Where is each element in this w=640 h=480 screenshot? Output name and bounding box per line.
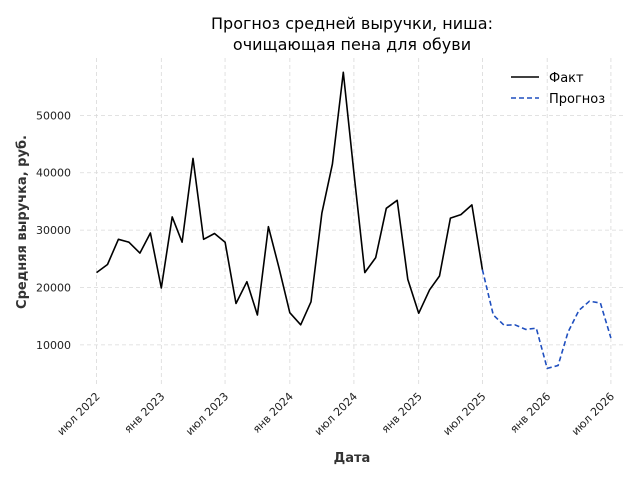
x-tick-label: июл 2026 bbox=[569, 390, 617, 438]
x-tick-label: янв 2024 bbox=[250, 390, 296, 436]
y-axis-label: Средняя выручка, руб. bbox=[15, 135, 30, 309]
series-line-fact bbox=[96, 71, 484, 326]
y-tick-label: 30000 bbox=[36, 224, 71, 237]
y-axis-ticks: 10000 20000 30000 40000 50000 bbox=[36, 109, 71, 351]
x-axis-ticks: июл 2022 янв 2023 июл 2023 янв 2024 июл 2024… bbox=[55, 390, 617, 438]
chart-title-line-2: очищающая пена для обуви bbox=[233, 35, 471, 54]
legend-label-fact: Факт bbox=[549, 71, 584, 86]
x-tick-label: июл 2024 bbox=[312, 390, 360, 438]
x-tick-label: июл 2023 bbox=[183, 390, 231, 438]
y-tick-label: 10000 bbox=[36, 339, 71, 352]
y-tick-label: 20000 bbox=[36, 281, 71, 294]
y-tick-label: 50000 bbox=[36, 109, 71, 122]
chart-title-line-1: Прогноз средней выручки, ниша: bbox=[211, 14, 493, 33]
series-line-forecast bbox=[481, 269, 612, 370]
x-tick-label: янв 2026 bbox=[507, 390, 553, 436]
x-tick-label: янв 2025 bbox=[379, 390, 425, 436]
grid bbox=[80, 58, 625, 385]
y-tick-label: 40000 bbox=[36, 167, 71, 180]
legend-label-forecast: Прогноз bbox=[549, 92, 605, 107]
x-tick-label: июл 2025 bbox=[440, 390, 488, 438]
x-axis-label: Дата bbox=[334, 451, 371, 466]
series-lines bbox=[96, 71, 612, 370]
x-tick-label: июл 2022 bbox=[55, 390, 103, 438]
legend: Факт Прогноз bbox=[511, 71, 605, 107]
x-tick-label: янв 2023 bbox=[122, 390, 168, 436]
